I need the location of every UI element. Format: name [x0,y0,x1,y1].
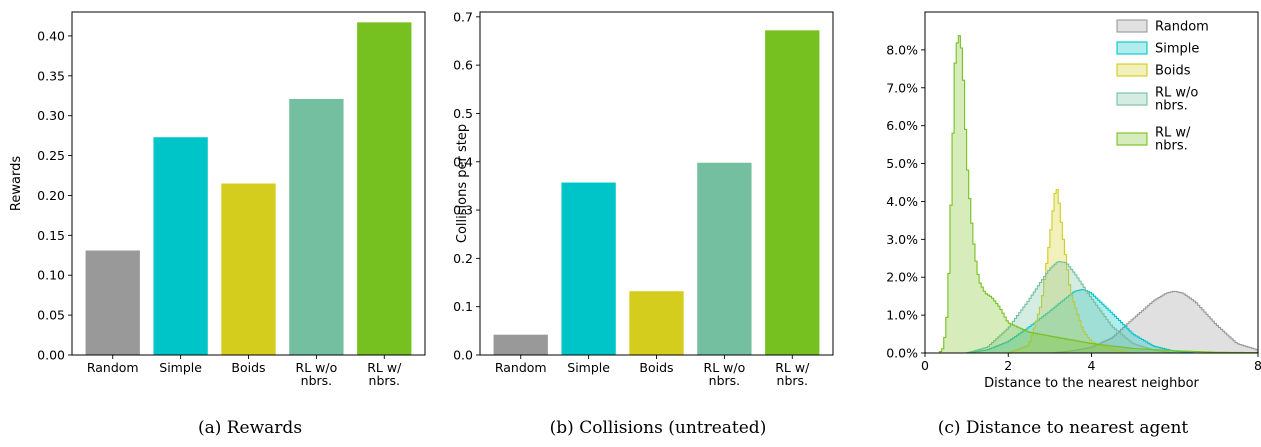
y-tick-label-8: 0.40 [37,28,65,43]
legend-label-1: Simple [1155,42,1199,57]
series-2 [1007,189,1134,354]
y-tick-label-3: 0.3 [453,203,473,218]
bar-4 [357,22,412,355]
legend-swatch-1 [1116,41,1148,55]
caption-c: (c) Distance to nearest agent [938,418,1189,438]
y-axis-label: Rewards [9,156,24,211]
series-3 [966,260,1176,354]
y-tick-label-2: 2.0% [886,270,918,285]
axes-frame [71,11,426,356]
caption-b: (b) Collisions (untreated) [550,418,767,438]
series-3-histogram [966,260,1176,354]
y-tick-label-5: 0.5 [453,106,473,121]
y-tick-label-4: 4.0% [886,194,918,209]
y-tick-label-3: 0.15 [37,228,65,243]
bar-0 [493,334,548,355]
y-tick-label-3: 3.0% [886,232,918,247]
bar-2 [221,183,276,355]
series-0 [1049,290,1259,354]
x-tick-label-1: Simple [159,360,202,375]
y-tick-label-8: 8.0% [886,42,918,57]
series-0-histogram [1049,290,1259,354]
y-tick-label-0: 0.0 [453,348,473,363]
series-4 [939,35,1259,354]
legend-swatch-0 [1116,19,1148,33]
legend-swatch-2 [1116,63,1148,77]
x-tick-label-3: RL w/o nbrs. [296,360,338,388]
y-tick-label-2: 0.2 [453,251,473,266]
y-tick-label-4: 0.4 [453,154,473,169]
x-axis-label: Distance to the nearest neighbor [984,376,1199,391]
y-axis-label: Collisions per step [455,124,470,243]
y-tick-label-5: 5.0% [886,156,918,171]
x-tick-label-2: Boids [231,360,265,375]
bar-2 [629,291,684,355]
panel-c-distance-histogram: 0 2 4 8 0.0% 1.0% 2.0% 3.0% 4.0% 5.0% 6.0% 7.0% 8.0%… [886,11,1261,391]
y-tick-label-6: 0.30 [37,108,65,123]
axes-frame [479,11,834,356]
bar-3 [289,98,344,356]
bar-3 [697,162,752,355]
panel-b-collisions: Random Simple Boids RL w/o nbrs. RL w/nbrs. 0.… [453,9,834,388]
caption-a: (a) Rewards [198,418,302,438]
bar-0 [85,250,140,355]
y-tick-label-5: 0.25 [37,148,65,163]
x-tick-label-2: Boids [639,360,673,375]
legend-swatch-3 [1116,92,1148,106]
panel-a-rewards: Random Simple Boids RL w/o nbrs. RL w/nbrs. 0.… [9,11,426,388]
legend-swatch-4 [1116,132,1148,146]
legend-label-3: RL w/o nbrs. [1155,86,1198,114]
legend-label-0: Random [1155,20,1209,35]
x-tick-label-0: Random [495,360,547,375]
bar-1 [153,137,208,355]
series-2-histogram [1007,189,1134,354]
series-4-histogram [939,35,1259,354]
y-tick-label-4: 0.20 [37,188,65,203]
legend-label-2: Boids [1155,64,1191,79]
x-tick-label-1: Simple [567,360,610,375]
x-tick-label-2: 4 [1088,358,1096,373]
x-tick-label-3: RL w/o nbrs. [704,360,746,388]
y-tick-label-7: 7.0% [886,80,918,95]
x-tick-label-1: 2 [1004,358,1012,373]
bar-1 [561,182,616,355]
bar-4 [765,30,820,355]
y-tick-label-1: 0.1 [453,299,473,314]
axes-frame [924,11,1259,354]
y-tick-label-1: 0.05 [37,308,65,323]
x-tick-label-0: 0 [921,358,929,373]
y-tick-label-1: 1.0% [886,308,918,323]
y-tick-label-0: 0.0% [886,346,918,361]
legend: Random Simple Boids RL w/o nbrs. RL w/nbrs. [1116,19,1209,154]
x-tick-label-3: 8 [1254,358,1261,373]
y-tick-label-2: 0.10 [37,268,65,283]
x-tick-label-0: Random [87,360,139,375]
y-tick-label-6: 6.0% [886,118,918,133]
y-tick-label-7: 0.7 [453,9,473,24]
y-tick-label-7: 0.35 [37,68,65,83]
y-tick-label-6: 0.6 [453,58,473,73]
x-tick-label-4: RL w/nbrs. [775,360,810,388]
y-tick-label-0: 0.00 [37,348,65,363]
x-tick-label-4: RL w/nbrs. [367,360,402,388]
legend-label-4: RL w/nbrs. [1155,126,1191,154]
